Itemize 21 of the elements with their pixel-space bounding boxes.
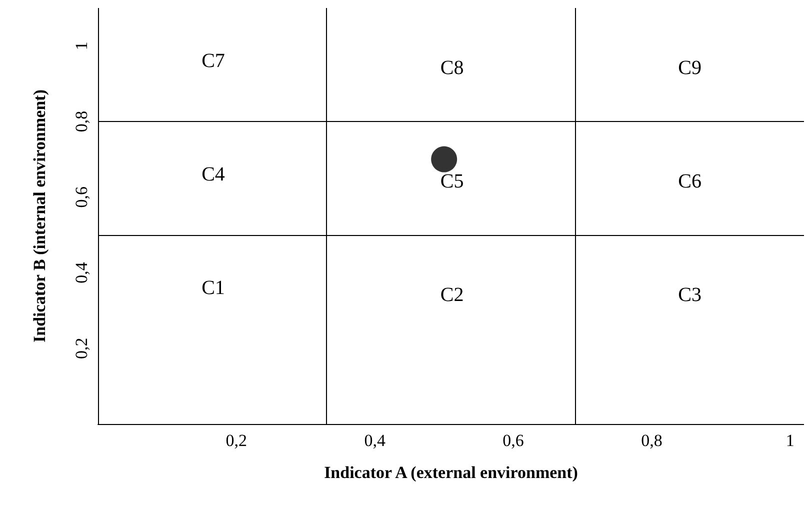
annotation: C9 — [678, 57, 702, 79]
y-tick-label: 0,4 — [72, 262, 91, 284]
y-tick-label: 0,8 — [72, 110, 91, 132]
annotation: C5 — [440, 170, 464, 192]
annotation: C1 — [202, 276, 225, 299]
annotation: C4 — [202, 163, 225, 186]
x-tick-label: 0,4 — [364, 431, 386, 450]
x-tick-label: 1 — [786, 431, 794, 450]
annotation: C6 — [678, 170, 702, 192]
annotation: C7 — [202, 50, 225, 72]
annotation: C8 — [440, 57, 464, 79]
x-tick-label: 0,6 — [502, 431, 524, 450]
y-axis-title: Indicator B (internal environment) — [30, 90, 49, 342]
y-tick-label: 0,6 — [72, 186, 91, 208]
x-tick-label: 0,8 — [641, 431, 662, 450]
annotation: C3 — [678, 284, 702, 306]
x-axis-title: Indicator A (external environment) — [324, 463, 578, 482]
x-tick-label: 0,2 — [226, 431, 248, 450]
annotation: C2 — [440, 284, 464, 306]
y-tick-label: 0,2 — [72, 338, 91, 359]
y-tick-label: 1 — [72, 42, 91, 50]
